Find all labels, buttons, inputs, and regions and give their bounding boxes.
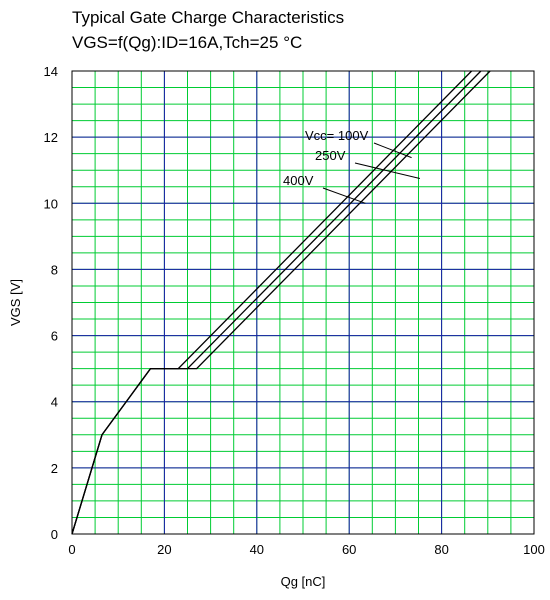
x-tick-label: 80 [434, 542, 448, 557]
y-tick-label: 2 [51, 461, 58, 476]
minor-grid [71, 70, 535, 535]
annotation-leader-line [354, 162, 421, 179]
y-tick-label: 10 [44, 196, 58, 211]
series-group [71, 70, 491, 535]
plot-frame [71, 70, 535, 535]
annotation-label: Vcc= 100V [305, 128, 369, 143]
series-line-2 [71, 70, 491, 535]
annotation-label: 400V [283, 173, 314, 188]
x-tick-label: 20 [157, 542, 171, 557]
x-tick-label: 0 [68, 542, 75, 557]
y-tick-label: 12 [44, 130, 58, 145]
x-tick-label: 60 [342, 542, 356, 557]
chart-subtitle: VGS=f(Qg):ID=16A,Tch=25 °C [72, 33, 303, 52]
y-tick-label: 4 [51, 395, 58, 410]
x-axis-label: Qg [nC] [281, 574, 326, 589]
y-tick-label: 14 [44, 64, 58, 79]
x-tick-label: 40 [250, 542, 264, 557]
annotation-leader-line [373, 142, 412, 159]
tick-labels: 0 20 40 60 80 100 0 2 4 6 8 10 12 14 [44, 64, 545, 557]
annotation-label: 250V [315, 148, 346, 163]
y-tick-label: 6 [51, 329, 58, 344]
y-tick-label: 8 [51, 262, 58, 277]
chart-title: Typical Gate Charge Characteristics [72, 8, 345, 27]
x-tick-label: 100 [523, 542, 545, 557]
annotation-leader-line [322, 187, 366, 204]
y-tick-label: 0 [51, 527, 58, 542]
y-axis-label: VGS [V] [8, 279, 23, 326]
